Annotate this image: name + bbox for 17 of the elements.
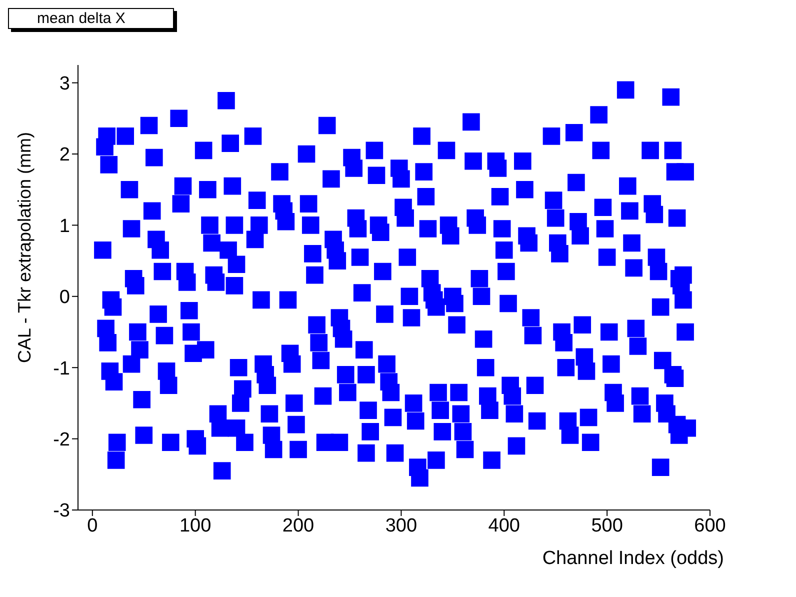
y-axis-title: CAL - Tkr extrapolation (mm) — [14, 132, 34, 364]
x-tick-label: 200 — [282, 515, 314, 536]
y-tick-label: -3 — [53, 500, 70, 522]
y-tick-label: 0 — [59, 287, 70, 308]
chart-title: mean delta X — [8, 8, 174, 29]
x-tick-label: 0 — [87, 515, 98, 536]
y-tick-label: -2 — [53, 430, 70, 451]
y-tick-label: 3 — [59, 74, 70, 95]
x-tick-label: 400 — [488, 515, 520, 536]
x-tick-label: 600 — [694, 515, 726, 536]
y-tick-label: -1 — [53, 358, 70, 380]
x-tick-label: 500 — [591, 515, 623, 536]
y-tick-label: 1 — [59, 216, 70, 237]
x-axis-title: Channel Index (odds) — [542, 548, 724, 569]
y-tick-label: 2 — [59, 144, 70, 166]
x-tick-label: 100 — [179, 515, 212, 536]
x-tick-label: 300 — [385, 515, 418, 536]
